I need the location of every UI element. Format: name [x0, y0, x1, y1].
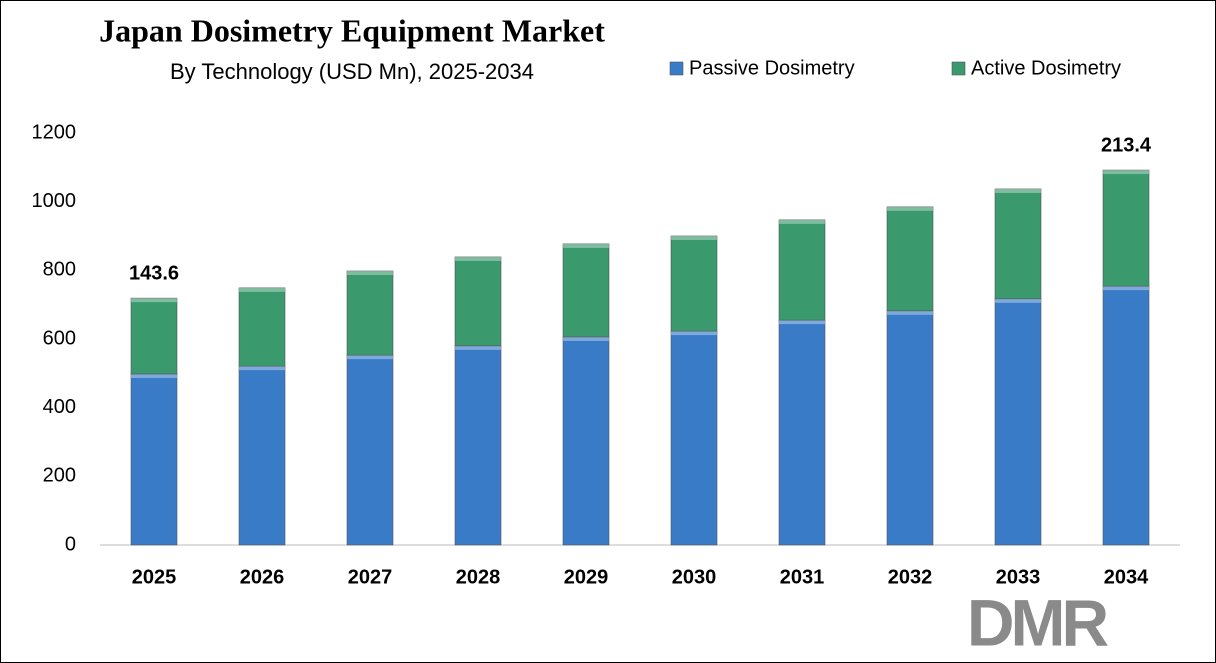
x-tick-label: 2034 — [1104, 566, 1149, 588]
x-tick-label: 2029 — [564, 566, 609, 588]
bar-segment — [454, 345, 502, 546]
bar-segment — [778, 219, 826, 321]
bar-highlight — [1103, 170, 1149, 175]
bar-highlight — [239, 366, 285, 371]
bar-segment — [670, 330, 718, 546]
legend-swatch — [951, 61, 966, 76]
bar-highlight — [131, 298, 177, 303]
x-tick-label: 2033 — [996, 566, 1041, 588]
bar-highlight — [887, 206, 933, 211]
bar-segment — [562, 336, 610, 546]
logo: DMR — [967, 585, 1109, 659]
legend-label: Passive Dosimetry — [689, 57, 855, 79]
bar-highlight — [779, 320, 825, 325]
bar-highlight — [995, 188, 1041, 193]
bar-segment — [346, 270, 394, 356]
bar-highlight — [455, 345, 501, 350]
x-tick-label: 2026 — [240, 566, 285, 588]
annotation: 143.6 — [129, 262, 179, 284]
x-tick-label: 2025 — [132, 566, 177, 588]
x-tick-label: 2028 — [456, 566, 501, 588]
bar-highlight — [887, 310, 933, 315]
bar-highlight — [1103, 286, 1149, 291]
bar-highlight — [563, 243, 609, 248]
bar-segment — [886, 206, 934, 312]
bar-segment — [994, 298, 1042, 546]
x-tick-label: 2032 — [888, 566, 933, 588]
bar-highlight — [455, 256, 501, 261]
y-tick-label: 400 — [43, 396, 76, 418]
x-tick-label: 2031 — [780, 566, 825, 588]
chart-title: Japan Dosimetry Equipment Market — [99, 12, 605, 48]
bar-segment — [1102, 169, 1150, 287]
bar-highlight — [563, 336, 609, 341]
y-tick-label: 1000 — [32, 190, 77, 212]
y-tick-label: 600 — [43, 327, 76, 349]
x-tick-label: 2027 — [348, 566, 393, 588]
chart-subtitle: By Technology (USD Mn), 2025-2034 — [170, 59, 534, 84]
bar-segment — [130, 297, 178, 375]
bar-segment — [454, 256, 502, 347]
legend-swatch — [669, 61, 684, 76]
bar-highlight — [131, 374, 177, 379]
bar-highlight — [671, 331, 717, 336]
bar-highlight — [347, 355, 393, 360]
y-tick-label: 200 — [43, 465, 76, 487]
bar-segment — [886, 310, 934, 546]
bar-segment — [238, 287, 286, 367]
bar-segment — [1102, 285, 1150, 546]
x-tick-label: 2030 — [672, 566, 717, 588]
bar-segment — [238, 365, 286, 546]
bar-highlight — [671, 236, 717, 240]
bar-segment — [994, 188, 1042, 300]
bar-segment — [562, 243, 610, 338]
bar-segment — [346, 354, 394, 546]
bar-segment — [778, 319, 826, 546]
bar-segment — [130, 373, 178, 546]
bar-highlight — [347, 271, 393, 276]
bar-highlight — [995, 298, 1041, 303]
annotation: 213.4 — [1101, 134, 1152, 156]
legend-label: Active Dosimetry — [971, 57, 1121, 79]
y-tick-label: 800 — [43, 259, 76, 281]
bar-highlight — [779, 219, 825, 224]
y-tick-label: 1200 — [32, 121, 77, 143]
bar-segment — [670, 235, 718, 332]
bar-highlight — [239, 287, 285, 292]
y-tick-label: 0 — [65, 533, 76, 555]
